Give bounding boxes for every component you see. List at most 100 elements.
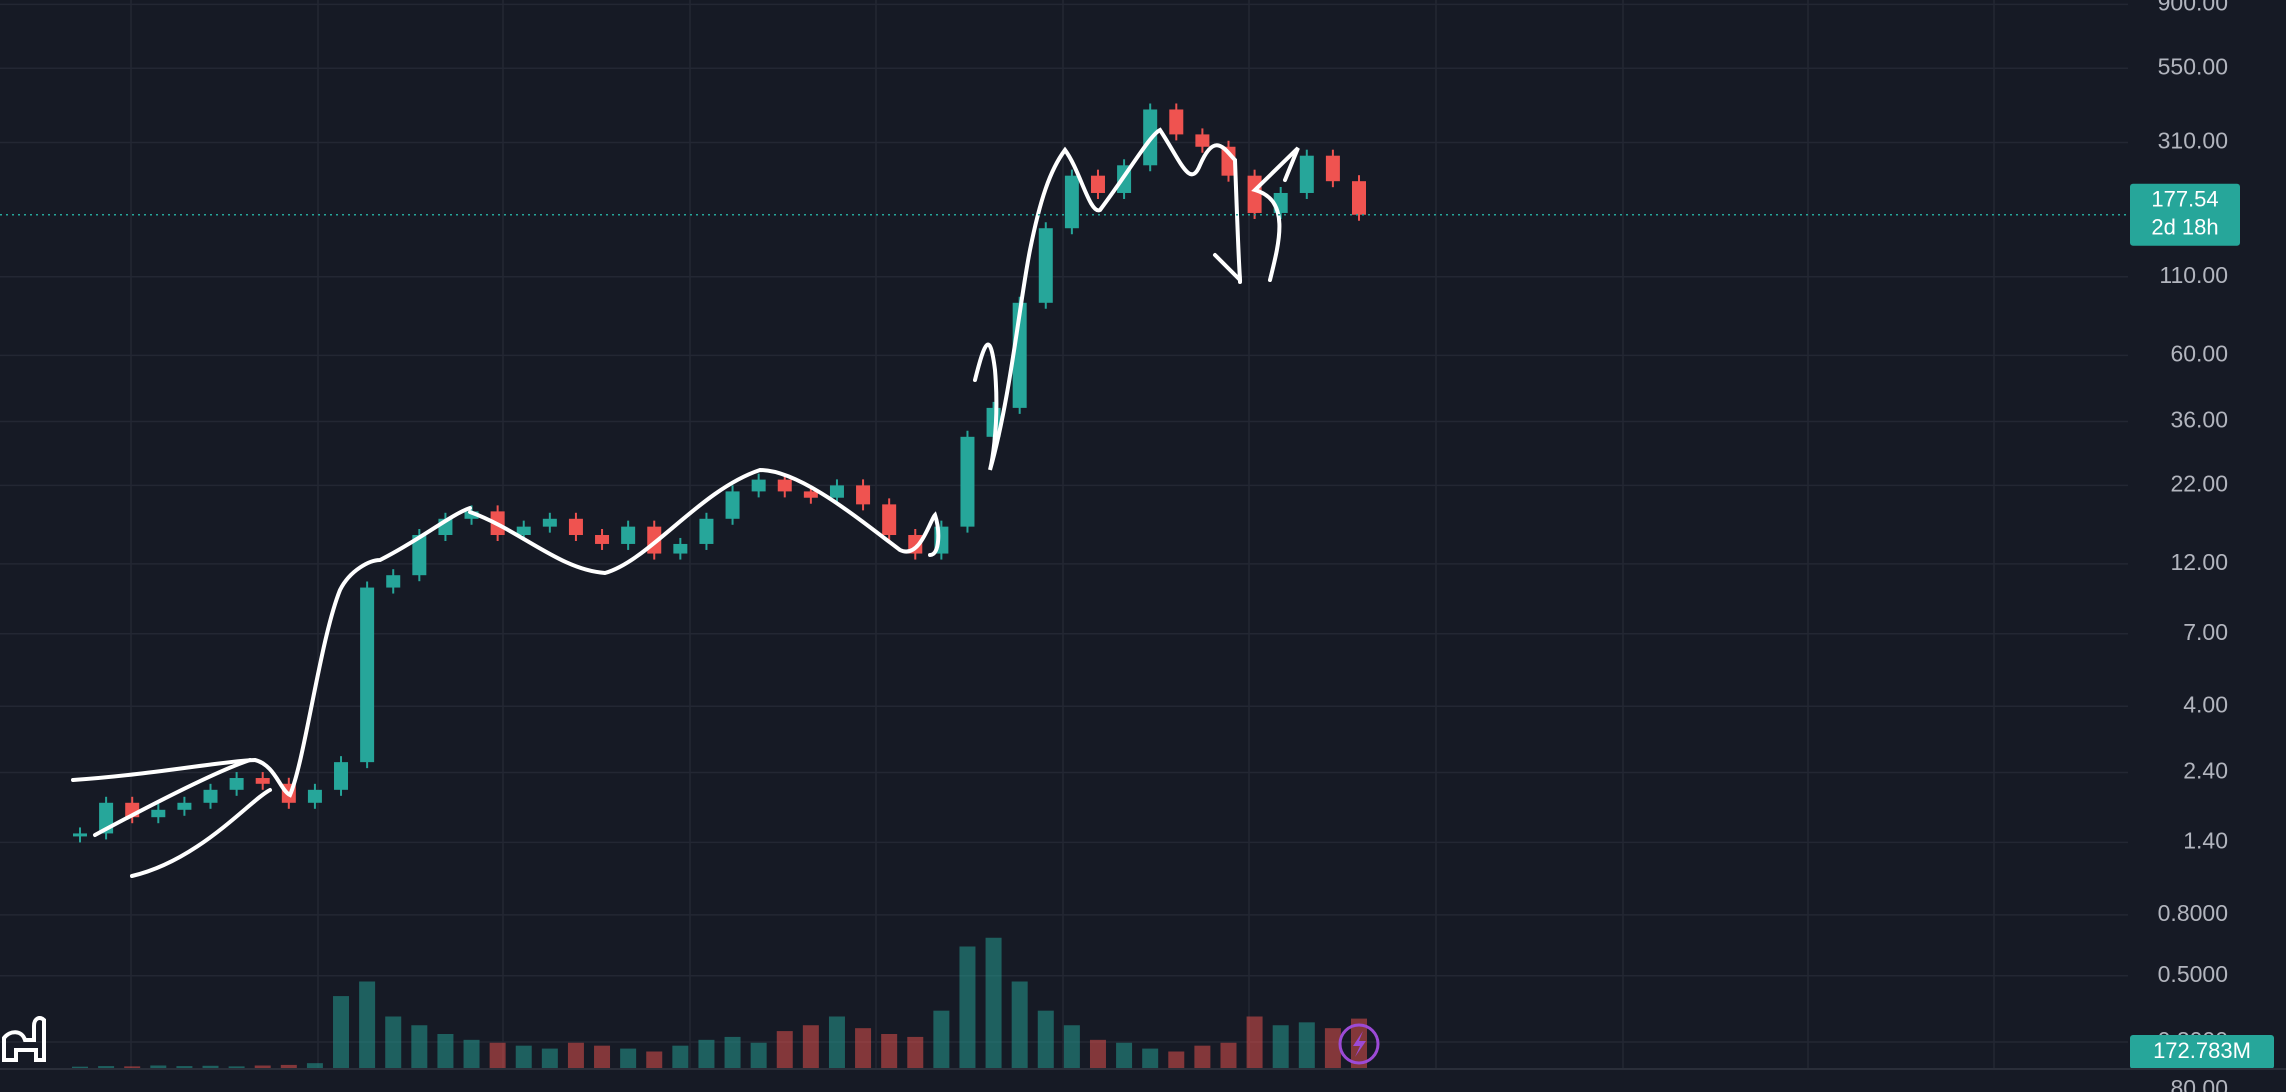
candle (229, 778, 244, 790)
volume-bar (933, 1010, 950, 1069)
volume-bar (1220, 1042, 1237, 1069)
volume-bar (750, 1042, 767, 1069)
volume-bar (776, 1031, 793, 1069)
volume-pane (72, 937, 1367, 1069)
volume-bar (202, 1065, 219, 1069)
volume-bar (594, 1045, 611, 1069)
volume-bar (1168, 1051, 1185, 1069)
volume-badge-value: 172.783M (2153, 1038, 2251, 1063)
volume-bar (1011, 981, 1028, 1069)
candle (360, 587, 375, 763)
volume-bar (228, 1066, 245, 1069)
volume-bar (411, 1025, 428, 1069)
volume-bar (1298, 1022, 1315, 1069)
y-tick-label: 550.00 (2158, 53, 2228, 79)
volume-bar (646, 1051, 663, 1069)
volume-bar (1063, 1025, 1080, 1069)
candle (803, 491, 818, 498)
y-tick-label: 1.40 (2183, 827, 2228, 853)
candle (542, 518, 557, 527)
y-tick-label: 22.00 (2170, 470, 2228, 496)
candle (1247, 175, 1262, 213)
lower-pane-tick-label: 80.00 (2170, 1075, 2228, 1092)
volume-bar (881, 1034, 898, 1069)
candle (1038, 228, 1053, 303)
candle (1195, 134, 1210, 147)
y-tick-label: 110.00 (2159, 262, 2228, 288)
volume-bar (150, 1065, 167, 1069)
candle (255, 778, 270, 784)
candle (151, 809, 166, 818)
volume-bar (672, 1045, 689, 1069)
candle (621, 526, 636, 544)
volume-bar (1089, 1039, 1106, 1069)
candle (1352, 181, 1366, 215)
volume-bar (828, 1016, 845, 1069)
volume-bar (567, 1042, 584, 1069)
candle (960, 436, 975, 527)
y-tick-label: 900.00 (2158, 0, 2228, 15)
volume-bar (855, 1028, 872, 1069)
candle (1169, 109, 1184, 135)
alert-icon[interactable] (1338, 1023, 1380, 1065)
y-tick-label: 310.00 (2158, 128, 2228, 154)
volume-bar (463, 1039, 480, 1069)
y-tick-label: 36.00 (2170, 407, 2228, 433)
volume-bar (985, 937, 1002, 1069)
candle (1299, 155, 1314, 193)
price-badge (2130, 183, 2240, 246)
volume-bar (724, 1036, 741, 1069)
price-badge-countdown: 2d 18h (2151, 215, 2218, 240)
y-tick-label: 4.00 (2183, 691, 2228, 717)
candle (595, 535, 610, 544)
candle (1090, 175, 1105, 193)
volume-bar (280, 1064, 297, 1069)
grid (0, 3, 2128, 1043)
candle (725, 491, 740, 519)
candle (203, 789, 218, 803)
candle (464, 511, 479, 519)
volume-bar (698, 1039, 715, 1069)
volume-bar (124, 1066, 141, 1069)
candle (751, 479, 766, 492)
volume-bar (907, 1036, 924, 1069)
volume-bar (385, 1016, 402, 1069)
volume-bar (489, 1042, 506, 1069)
volume-bar (515, 1045, 532, 1069)
candle (673, 543, 688, 554)
volume-bar (1324, 1028, 1341, 1069)
volume-badge (2130, 1035, 2274, 1069)
price-badge-value: 177.54 (2151, 187, 2218, 212)
candle (516, 526, 531, 536)
y-tick-label: 0.8000 (2158, 900, 2228, 926)
candle (1325, 155, 1340, 182)
volume-bar (1194, 1045, 1211, 1069)
candle (856, 485, 871, 505)
candle (699, 518, 714, 544)
candle (1064, 175, 1079, 229)
volume-bar (959, 946, 976, 1069)
volume-bar (1037, 1010, 1054, 1069)
volume-bar (1272, 1025, 1289, 1069)
candle (334, 762, 349, 790)
candle (307, 789, 322, 803)
volume-bar (359, 981, 376, 1069)
candle (177, 802, 192, 810)
volume-bar (72, 1066, 88, 1069)
candle (829, 485, 844, 498)
volume-bar (541, 1048, 558, 1069)
y-tick-label: 7.00 (2183, 619, 2228, 645)
y-tick-label: 12.00 (2170, 549, 2228, 575)
volume-bar (437, 1034, 454, 1069)
candle (386, 575, 401, 588)
candle (412, 535, 427, 576)
candle (568, 518, 583, 536)
volume-bar (254, 1065, 271, 1069)
volume-bar (802, 1025, 819, 1069)
logo (1, 1016, 46, 1062)
volume-bar (333, 996, 350, 1069)
